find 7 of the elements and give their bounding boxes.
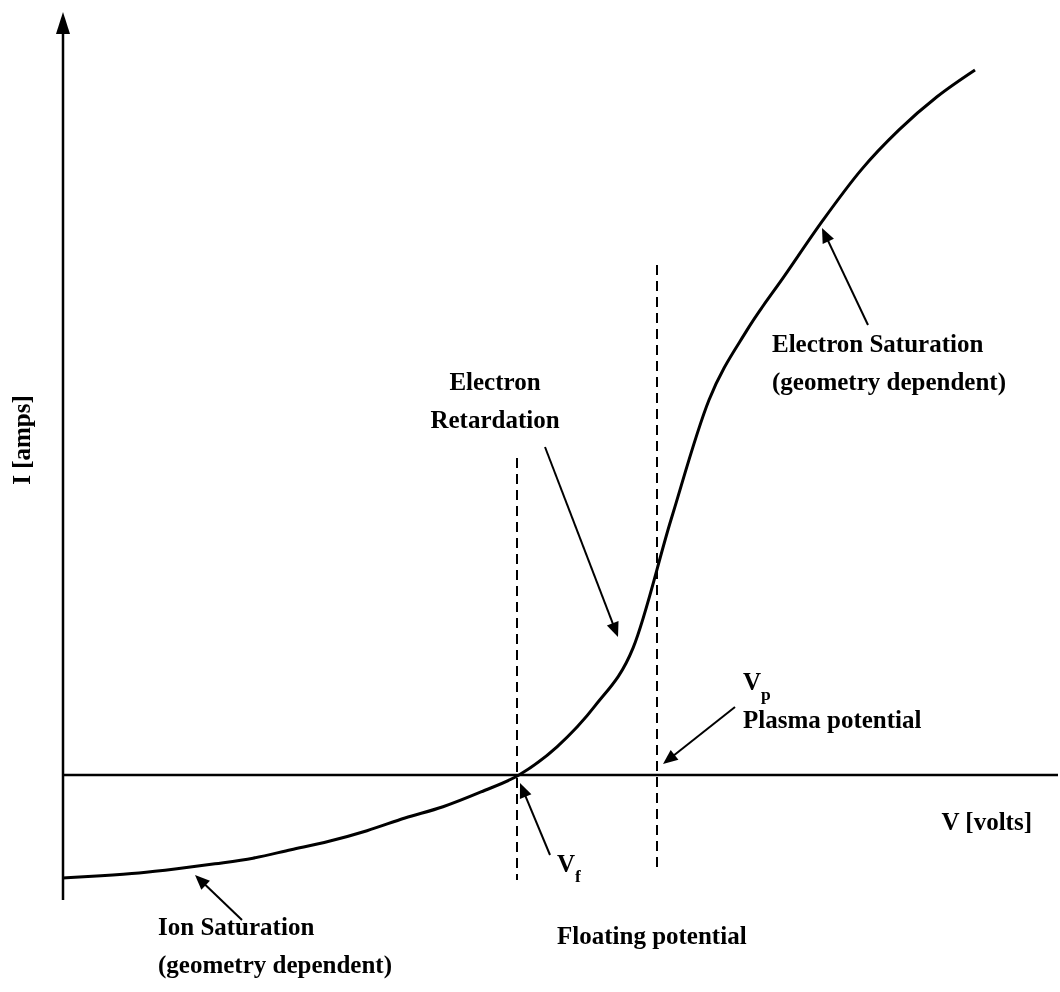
text: Ion Saturation (geometry dependent) xyxy=(158,913,392,979)
x-axis-title: V [volts] xyxy=(941,808,1032,835)
annotation: Electron Retardation xyxy=(430,368,560,433)
annotation: V$_{p}$ Plasma potential xyxy=(743,668,922,733)
y-axis-title: I [amps] xyxy=(8,395,35,485)
text: V$_{f}$ Floating potential xyxy=(557,850,747,949)
annotation: Electron Saturation (geometry dependent) xyxy=(772,330,1006,396)
